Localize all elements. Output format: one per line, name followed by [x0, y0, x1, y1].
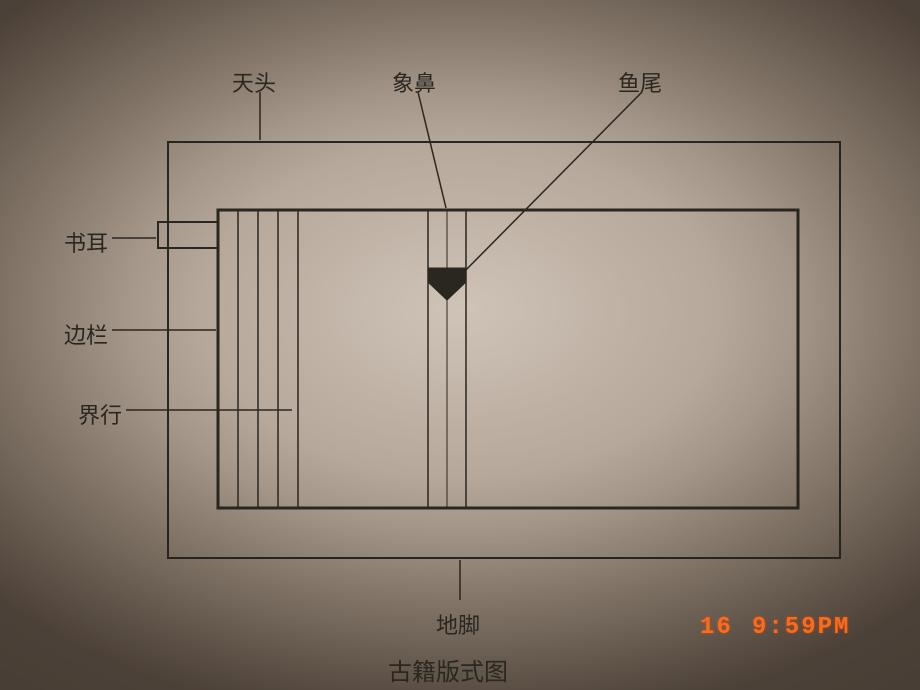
- label-xiangbi: 象鼻: [392, 66, 436, 98]
- label-bianlan: 边栏: [64, 318, 108, 350]
- camera-timestamp-day: 16: [700, 614, 733, 641]
- label-tiantou: 天头: [232, 66, 276, 98]
- diagram-title: 古籍版式图: [388, 652, 508, 687]
- label-yuwei: 鱼尾: [618, 66, 662, 98]
- diagram-svg: [0, 0, 920, 690]
- camera-timestamp-time: 9:59PM: [752, 614, 850, 641]
- label-shuer: 书耳: [64, 226, 108, 258]
- label-jiehang: 界行: [78, 398, 122, 430]
- label-dijiao: 地脚: [436, 608, 480, 640]
